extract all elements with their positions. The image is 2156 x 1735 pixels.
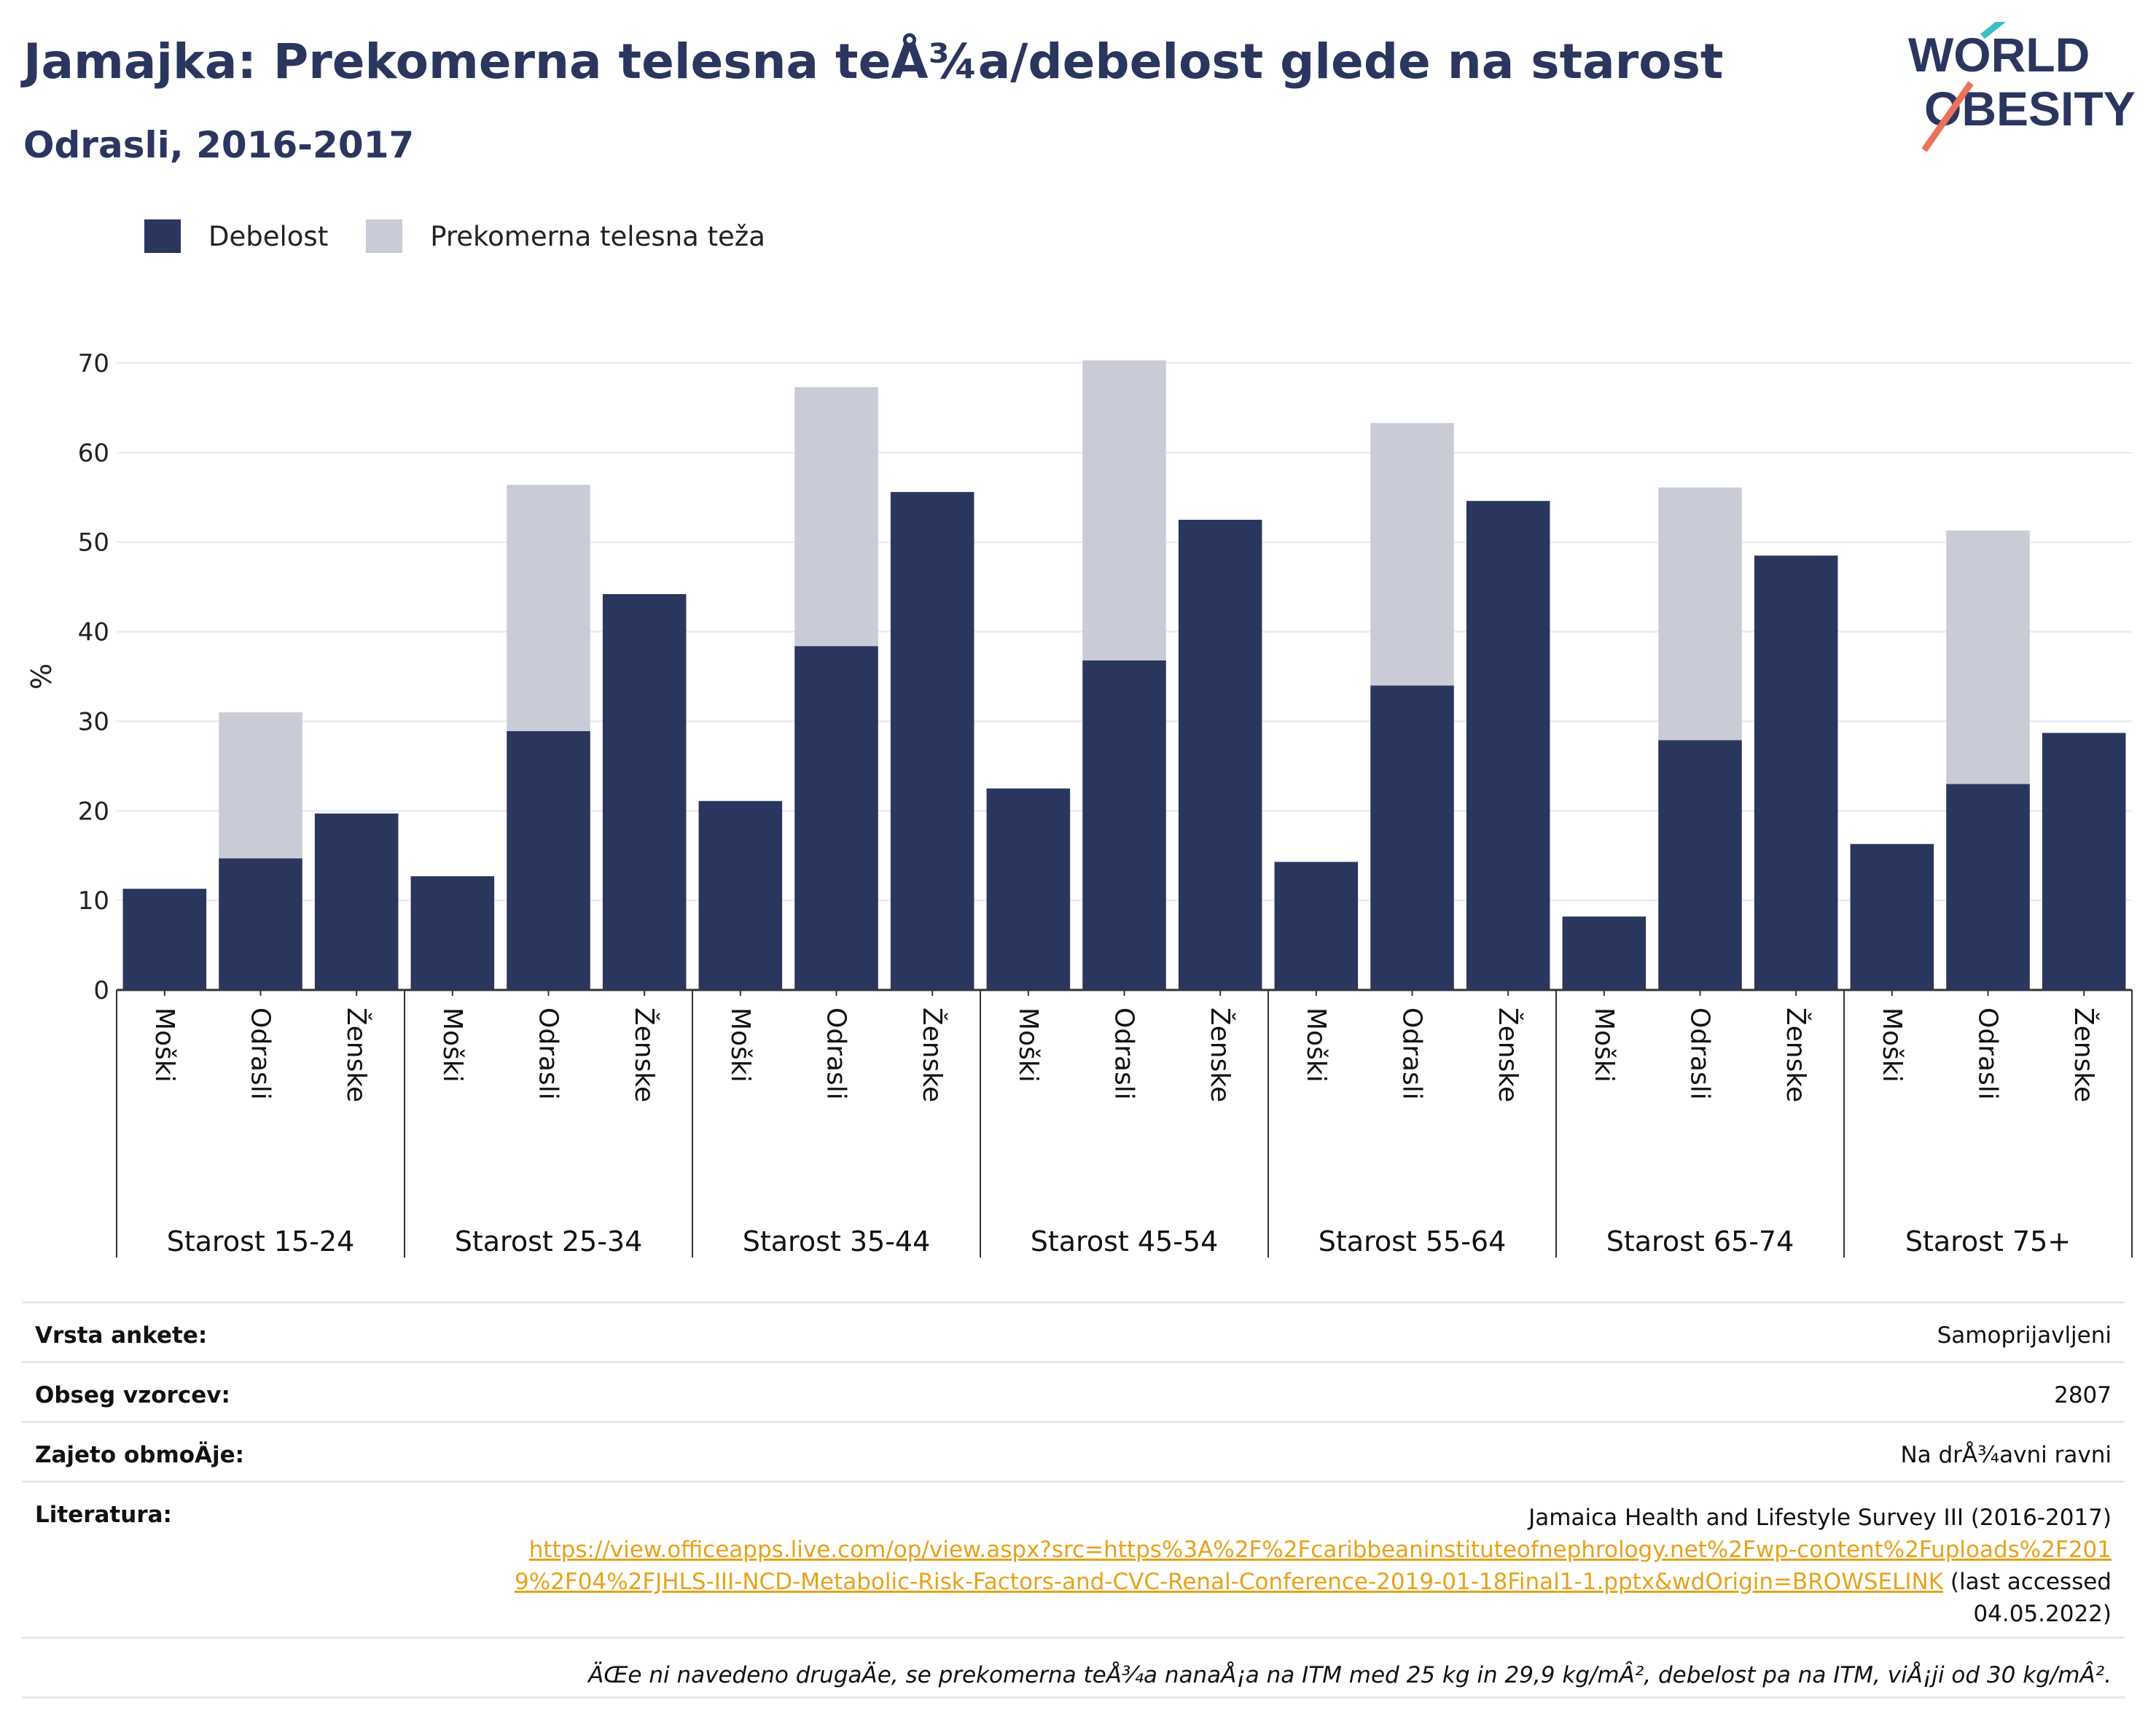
bar-overweight (507, 485, 590, 731)
logo-line2: OBESITY (1924, 82, 2136, 136)
x-group-label: Starost 35-44 (743, 1225, 931, 1258)
x-group-label: Starost 75+ (1905, 1225, 2071, 1258)
bar-obesity (122, 889, 207, 990)
bar-overweight (794, 387, 878, 647)
y-tick-label: 60 (78, 439, 109, 468)
bar-obesity (1754, 555, 1838, 990)
x-subcategory-label: Moški (1589, 1007, 1619, 1083)
x-subcategory-label: Ženske (341, 1007, 372, 1102)
info-table: Vrsta ankete: Samoprijavljeni Obseg vzor… (22, 1301, 2125, 1709)
info-row-survey-type: Vrsta ankete: Samoprijavljeni (22, 1301, 2125, 1363)
legend-label-obesity: Debelost (208, 220, 329, 252)
info-row-coverage: Zajeto obmoÄje: Na drÅ¾avni ravni (22, 1421, 2125, 1483)
x-subcategory-label: Odrasli (1109, 1007, 1139, 1100)
y-tick-label: 40 (78, 618, 109, 647)
bar-obesity (794, 646, 878, 990)
bar-obesity (507, 730, 590, 990)
bar-obesity (410, 876, 495, 990)
bar-obesity (219, 858, 302, 990)
x-subcategory-label: Odrasli (821, 1007, 851, 1100)
bar-obesity (1562, 916, 1647, 990)
coverage-value: Na drÅ¾avni ravni (1900, 1442, 2112, 1468)
info-row-note: ÄŒe ni navedeno drugaÄe, se prekomerna t… (22, 1637, 2125, 1699)
x-subcategory-label: Moški (149, 1007, 179, 1083)
bar-obesity (1370, 685, 1454, 990)
bar-overweight (1082, 360, 1166, 660)
chart-title: Jamajka: Prekomerna telesna teÅ¾a/debelo… (23, 34, 1724, 90)
info-row-literature: Literatura: Jamaica Health and Lifestyle… (22, 1481, 2125, 1639)
bar-obesity (1466, 501, 1550, 990)
bar-obesity (2042, 733, 2126, 990)
legend: Debelost Prekomerna telesna teža (144, 216, 803, 257)
legend-swatch-overweight (366, 219, 403, 253)
bar-obesity (602, 593, 687, 990)
definition-note: ÄŒe ni navedeno drugaÄe, se prekomerna t… (588, 1662, 2112, 1688)
y-tick-label: 30 (78, 707, 109, 736)
legend-swatch-obesity (144, 219, 181, 253)
logo-slash-bottom (1921, 81, 1974, 152)
x-group-label: Starost 55-64 (1319, 1225, 1507, 1258)
bar-obesity (314, 813, 399, 990)
bar-obesity (890, 491, 975, 990)
sample-size-value: 2807 (2054, 1382, 2112, 1408)
info-row-sample-size: Obseg vzorcev: 2807 (22, 1361, 2125, 1423)
x-subcategory-label: Ženske (1781, 1007, 1811, 1102)
bar-obesity (986, 788, 1071, 990)
x-subcategory-label: Moški (1013, 1007, 1043, 1083)
chart-subtitle: Odrasli, 2016-2017 (23, 124, 415, 166)
survey-type-value: Samoprijavljeni (1937, 1322, 2112, 1349)
logo-slash-top (1980, 22, 2007, 39)
literature-accessed: (last accessed 04.05.2022) (1943, 1569, 2112, 1627)
bar-overweight (1658, 487, 1742, 741)
y-tick-label: 50 (78, 529, 109, 558)
y-tick-label: 70 (78, 349, 109, 378)
x-subcategory-label: Odrasli (1685, 1007, 1715, 1100)
x-subcategory-label: Moški (1877, 1007, 1907, 1083)
bar-obesity (698, 800, 783, 990)
x-group-label: Starost 25-34 (455, 1225, 643, 1258)
literature-title: Jamaica Health and Lifestyle Survey III … (1528, 1505, 2112, 1531)
literature-value: Jamaica Health and Lifestyle Survey III … (508, 1502, 2112, 1630)
x-subcategory-label: Ženske (2069, 1007, 2099, 1102)
literature-link[interactable]: https://view.officeapps.live.com/op/view… (514, 1537, 2112, 1595)
bar-overweight (1370, 423, 1454, 686)
x-subcategory-label: Moški (1301, 1007, 1331, 1083)
coverage-label: Zajeto obmoÄje: (35, 1442, 245, 1468)
x-subcategory-label: Odrasli (1973, 1007, 2003, 1100)
bar-obesity (1274, 862, 1359, 990)
x-subcategory-label: Moški (725, 1007, 755, 1083)
x-subcategory-label: Odrasli (1397, 1007, 1427, 1100)
x-subcategory-label: Ženske (1205, 1007, 1235, 1102)
bar-overweight (219, 712, 302, 859)
x-group-label: Starost 15-24 (167, 1225, 355, 1258)
y-tick-label: 0 (93, 976, 109, 1005)
bar-obesity (1850, 843, 1934, 990)
x-subcategory-label: Ženske (917, 1007, 948, 1102)
x-group-label: Starost 65-74 (1606, 1225, 1794, 1258)
bar-obesity (1658, 740, 1742, 990)
world-obesity-logo: WORLD OBESITY (1908, 22, 2136, 152)
x-group-label: Starost 45-54 (1031, 1225, 1219, 1258)
x-subcategory-label: Ženske (629, 1007, 660, 1102)
bar-obesity (1082, 660, 1166, 990)
x-subcategory-label: Moški (437, 1007, 467, 1083)
y-axis-label: % (26, 663, 58, 690)
stacked-bar-chart: 0 10 20 30 40 50 60 70% Moški Odrasli Ženske Staros… (26, 349, 2133, 1258)
survey-type-label: Vrsta ankete: (35, 1322, 208, 1349)
table-bottom-rule (22, 1696, 2125, 1699)
bar-obesity (1178, 520, 1262, 990)
bar-overweight (1946, 530, 2030, 784)
literature-label: Literatura: (35, 1502, 172, 1528)
x-subcategory-label: Ženske (1493, 1007, 1523, 1102)
y-tick-label: 10 (78, 886, 109, 916)
bar-obesity (1946, 784, 2030, 990)
x-subcategory-label: Odrasli (246, 1007, 276, 1100)
y-tick-label: 20 (78, 797, 109, 826)
logo-line1: WORLD (1908, 28, 2090, 82)
x-subcategory-label: Odrasli (534, 1007, 563, 1100)
legend-label-overweight: Prekomerna telesna teža (430, 220, 765, 252)
sample-size-label: Obseg vzorcev: (35, 1382, 230, 1408)
